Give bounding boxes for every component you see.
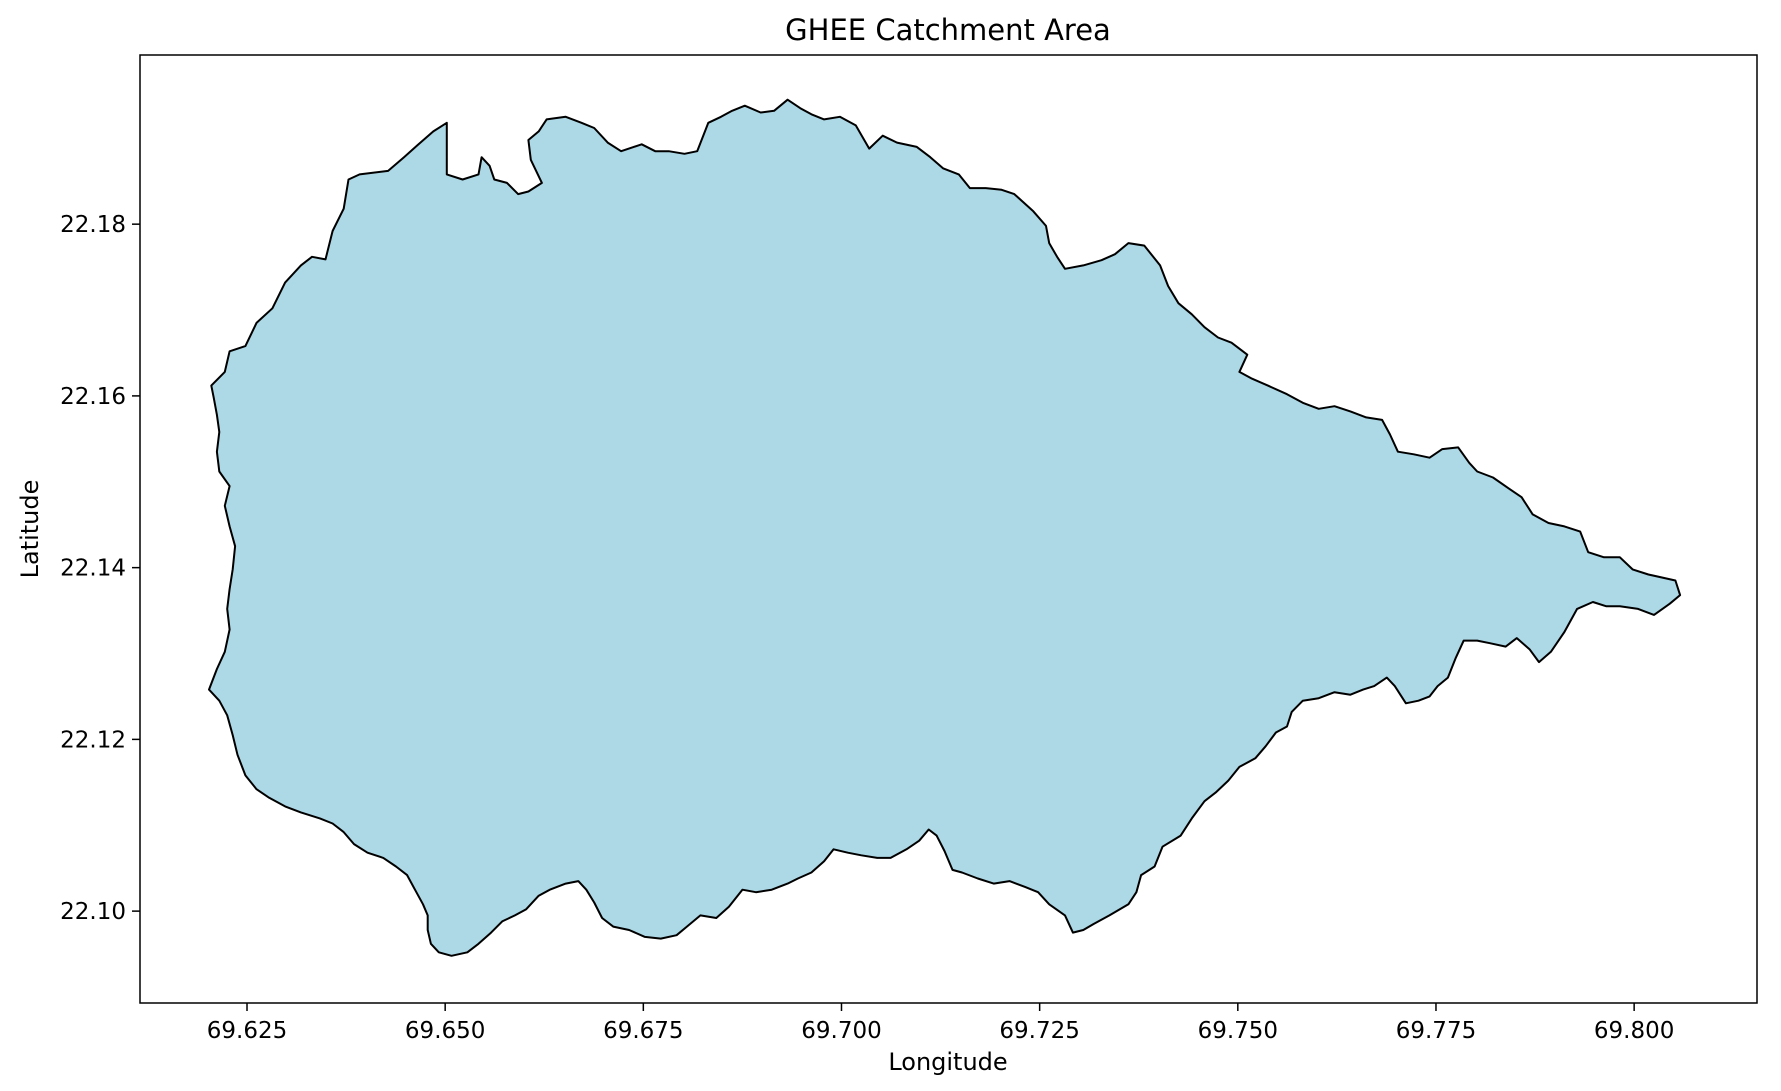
x-tick-label: 69.650 <box>405 1018 485 1044</box>
y-axis-ticks: 22.10 22.12 22.14 22.16 22.18 <box>60 212 140 925</box>
plot-area <box>139 54 1758 1004</box>
x-tick-label: 69.800 <box>1594 1018 1674 1044</box>
y-axis-label: Latitude <box>16 480 44 579</box>
y-tick-label: 22.18 <box>60 212 126 238</box>
x-tick-label: 69.750 <box>1198 1018 1278 1044</box>
catchment-polygon <box>208 98 1682 957</box>
x-tick-label: 69.625 <box>207 1018 287 1044</box>
x-tick-label: 69.775 <box>1396 1018 1476 1044</box>
x-axis-ticks: 69.625 69.650 69.675 69.700 69.725 69.750 69.7… <box>207 1003 1674 1044</box>
x-axis-label: Longitude <box>888 1048 1007 1076</box>
x-tick-label: 69.725 <box>999 1018 1079 1044</box>
y-tick-label: 22.12 <box>60 727 126 753</box>
y-tick-label: 22.16 <box>60 384 126 410</box>
x-tick-label: 69.675 <box>603 1018 683 1044</box>
chart-title: GHEE Catchment Area <box>785 13 1111 47</box>
y-tick-label: 22.14 <box>60 556 126 582</box>
x-tick-label: 69.700 <box>801 1018 881 1044</box>
axes-frame <box>139 54 1758 1004</box>
y-tick-label: 22.10 <box>60 899 126 925</box>
